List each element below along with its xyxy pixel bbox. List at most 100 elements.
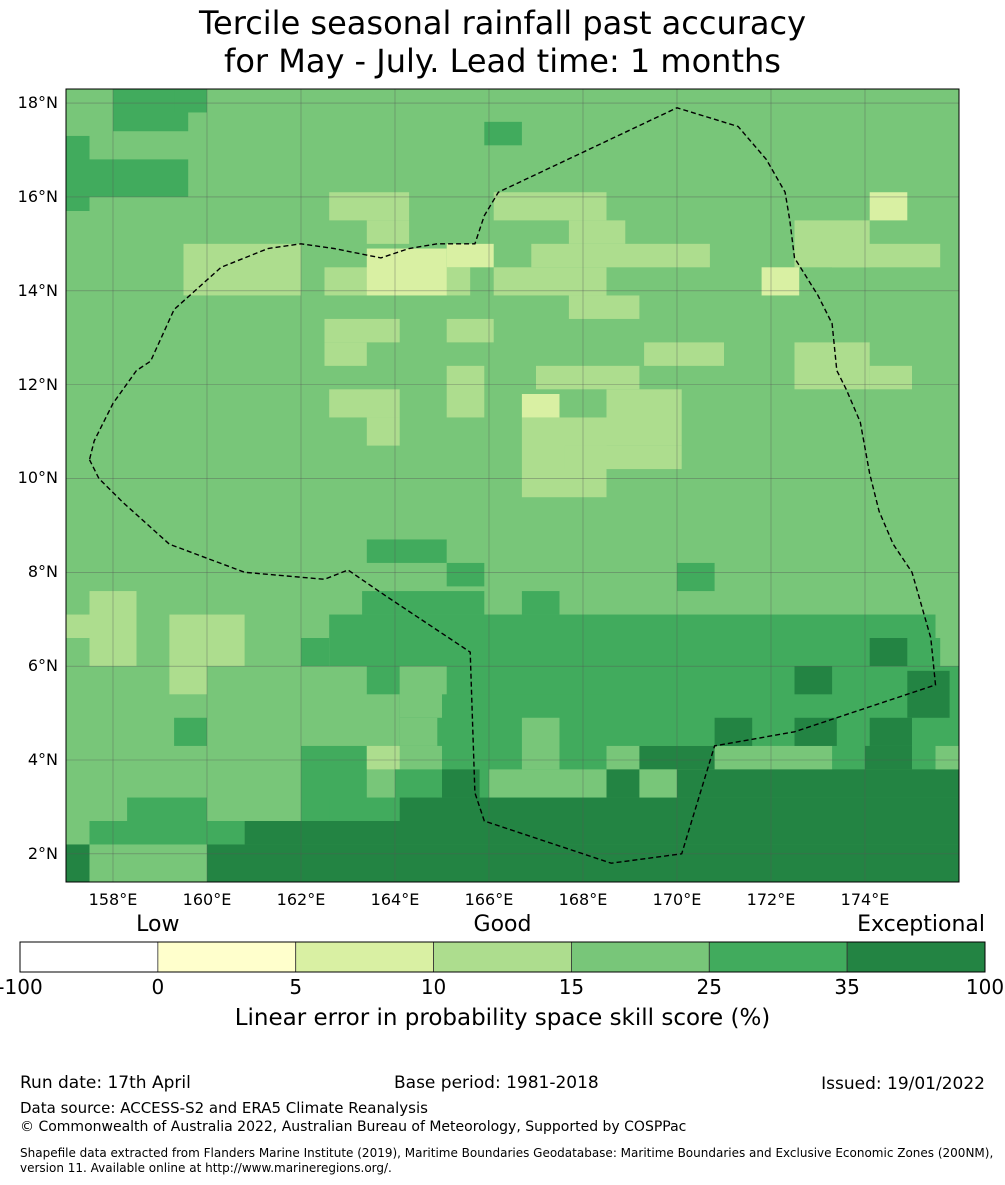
- grid-cell-block: [324, 318, 400, 343]
- map-frame: [65, 88, 960, 883]
- grid-cell-block: [446, 562, 485, 587]
- longitude-label: 172°E: [746, 890, 796, 909]
- grid-cell-block: [395, 769, 442, 798]
- longitude-label: 174°E: [840, 890, 890, 909]
- longitude-label: 166°E: [464, 890, 514, 909]
- grid-cell-block: [446, 318, 494, 343]
- graticule: [66, 89, 959, 882]
- grid-cell-block: [907, 670, 950, 718]
- longitude-label: 164°E: [370, 890, 420, 909]
- grid-cell-block: [940, 614, 959, 667]
- grid-cell-block: [66, 135, 90, 211]
- data-source: Data source: ACCESS-S2 and ERA5 Climate …: [20, 1099, 428, 1117]
- shapefile-credit: Shapefile data extracted from Flanders M…: [20, 1146, 994, 1175]
- grid-cell-block: [521, 591, 560, 615]
- grid-cell-block: [761, 267, 800, 296]
- grid-cell-block: [865, 745, 912, 770]
- grid-cell-block: [869, 365, 912, 390]
- latitude-label: 14°N: [17, 280, 58, 300]
- grid-cell-block: [521, 394, 560, 418]
- grid-cell-block: [207, 821, 245, 845]
- run-date: Run date: 17th April: [20, 1073, 191, 1093]
- latitude-label: 18°N: [17, 93, 58, 113]
- grid-cell-block: [484, 121, 522, 146]
- colorbar-title: Linear error in probability space skill …: [234, 1005, 771, 1031]
- grid-cell-block: [606, 389, 682, 446]
- map-title: Tercile seasonal rainfall past accuracy …: [0, 4, 1005, 80]
- grid-cell-block: [531, 243, 710, 268]
- colorbar-tick-label: 5: [289, 975, 303, 999]
- grid-cell-block: [832, 243, 941, 268]
- grid-cell-block: [399, 797, 442, 821]
- colorbar-frame: [19, 941, 986, 973]
- title-line-1: Tercile seasonal rainfall past accuracy: [198, 4, 807, 42]
- grid-cell-block: [677, 562, 715, 592]
- grid-cell-block: [366, 248, 447, 296]
- grid-cell-block: [169, 666, 207, 695]
- grid-cell-block: [935, 745, 959, 770]
- colorbar-segment: [157, 941, 297, 973]
- colorbar-tick-label: 25: [696, 975, 722, 999]
- grid-cell-block: [639, 769, 677, 798]
- latitude-label: 12°N: [17, 374, 58, 394]
- grid-cell-block: [644, 342, 724, 366]
- grid-cell-block: [301, 638, 330, 667]
- grid-cell-block: [869, 717, 912, 746]
- colorbar-tick-label: 10: [420, 975, 447, 999]
- grid-cell-block: [366, 220, 410, 244]
- colorbar-category-label: Low: [136, 912, 180, 937]
- grid-cell-block: [89, 159, 189, 197]
- grid-cell-block: [446, 243, 494, 268]
- latitude-label: 16°N: [17, 186, 58, 206]
- longitude-label: 168°E: [558, 890, 608, 909]
- grid-cell-block: [366, 666, 400, 695]
- colorbar-tick-label: 100: [965, 975, 1005, 999]
- latitude-label: 6°N: [27, 656, 58, 676]
- grid-cell-block: [442, 769, 480, 798]
- colorbar-tick-label: 0: [151, 975, 165, 999]
- grid-cell-block: [493, 267, 607, 296]
- grid-cell-block: [794, 666, 833, 695]
- grid-cell-block: [329, 192, 410, 221]
- grid-cell-block: [399, 666, 447, 718]
- latitude-label: 8°N: [27, 562, 58, 582]
- grid-cell-block: [244, 821, 960, 845]
- colorbar-segment: [19, 941, 159, 973]
- colorbar-segment: [708, 941, 848, 973]
- grid-cell-block: [442, 797, 959, 821]
- grid-cell-block: [536, 365, 640, 390]
- grid-cell-block: [127, 797, 207, 821]
- colorbar-tick-label: 15: [558, 975, 585, 999]
- colorbar-segment: [295, 941, 434, 973]
- grid-cell-block: [366, 539, 447, 563]
- latitude-label: 4°N: [27, 750, 58, 769]
- grid-cell-block: [362, 591, 485, 615]
- grid-cell-block: [568, 220, 626, 244]
- colorbar-category-label: Good: [473, 912, 532, 937]
- colorbar-segment: [571, 941, 710, 973]
- grid-cell-block: [329, 389, 400, 418]
- longitude-label: 158°E: [88, 890, 138, 909]
- grid-cell-block: [174, 89, 207, 113]
- base-period: Base period: 1981-2018: [394, 1073, 599, 1093]
- grid-cell-block: [446, 365, 485, 418]
- skill-grid: [66, 89, 960, 882]
- grid-cell-block: [564, 445, 682, 470]
- longitude-label: 170°E: [652, 890, 702, 909]
- colorbar: [19, 941, 986, 973]
- grid-cell-block: [714, 717, 753, 746]
- grid-cell-block: [324, 342, 367, 366]
- title-line-2: for May - July. Lead time: 1 months: [224, 42, 781, 80]
- colorbar-segment: [846, 941, 986, 973]
- grid-cell-block: [399, 717, 438, 746]
- latitude-label: 2°N: [27, 843, 58, 863]
- grid-cell-block: [794, 342, 870, 390]
- colorbar-tick-label: 35: [834, 975, 860, 999]
- colorbar-category-label: Exceptional: [857, 912, 985, 937]
- colorbar-tick-label: -100: [0, 975, 43, 999]
- grid-cell-block: [183, 243, 301, 296]
- grid-cell-block: [869, 192, 908, 221]
- longitude-label: 162°E: [276, 890, 326, 909]
- grid-cell-block: [366, 417, 400, 446]
